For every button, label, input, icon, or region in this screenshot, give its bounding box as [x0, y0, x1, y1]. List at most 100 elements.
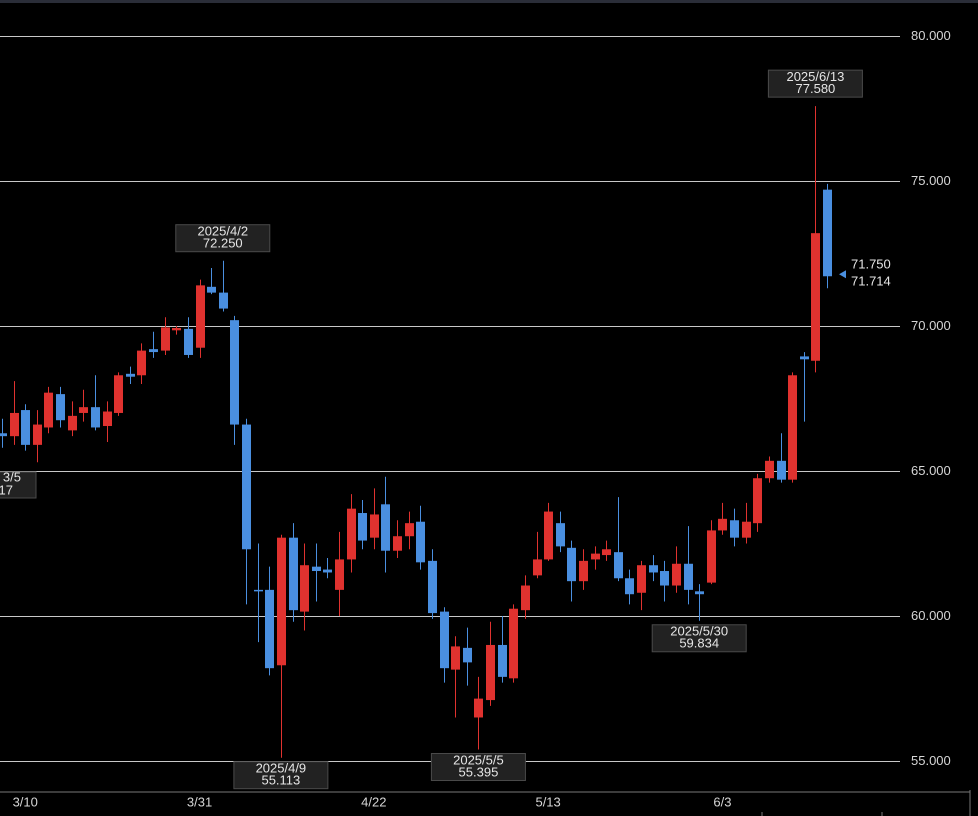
annotation-box: [430, 753, 526, 782]
y-tick-label: 80.000: [911, 28, 951, 43]
y-tick-label: 75.000: [911, 173, 951, 188]
candle-body: [103, 411, 112, 427]
candle-body: [486, 644, 495, 701]
candle-body: [277, 537, 286, 666]
candle-body: [742, 521, 751, 538]
candle-body: [567, 547, 576, 582]
annotation-price: 55.113: [261, 773, 300, 788]
candle-body: [544, 511, 553, 560]
candle-body: [56, 394, 65, 421]
candle-body: [184, 328, 193, 355]
candle-body: [602, 549, 611, 556]
candle-body: [707, 530, 716, 583]
candle-body: [800, 356, 809, 360]
candle-body: [323, 569, 332, 573]
candle-body: [684, 563, 693, 590]
grid: [0, 36, 900, 762]
y-axis: 55.000 60.000 65.000 70.000 75.000 80.000: [911, 28, 951, 768]
candle-body: [730, 520, 739, 538]
y-tick-label: 55.000: [911, 753, 951, 768]
candle-body: [474, 698, 483, 718]
x-tick-label: 3/10: [13, 794, 38, 809]
candle-body: [660, 571, 669, 586]
candle-body: [0, 433, 7, 437]
candle-body: [114, 375, 123, 413]
y-tick-label: 70.000: [911, 318, 951, 333]
candle-body: [405, 523, 414, 537]
candle-body: [440, 611, 449, 669]
candle-body: [416, 521, 425, 563]
annotation-date: 2025/6/13: [786, 69, 844, 84]
candle-body: [672, 563, 681, 586]
candle-body: [509, 608, 518, 679]
candle-body: [637, 565, 646, 593]
candle-body: [149, 349, 158, 353]
candle-body: [695, 591, 704, 595]
candle-body: [172, 327, 181, 331]
candles: [0, 106, 832, 758]
annotation-box: [767, 69, 863, 98]
x-tick-label: 6/3: [713, 794, 731, 809]
annotation-date: 3/5: [3, 469, 21, 484]
candle-body: [126, 373, 135, 377]
candle-body: [765, 460, 774, 479]
candle-body: [358, 513, 367, 541]
candle-body: [219, 292, 228, 309]
candle-body: [753, 478, 762, 524]
candle-body: [614, 552, 623, 579]
annotation-price: 59.834: [679, 636, 719, 651]
candle-body: [289, 537, 298, 611]
candle-body: [265, 589, 274, 669]
annotation-price: 17: [0, 482, 13, 497]
candle-body: [21, 410, 30, 445]
candle-body: [811, 233, 820, 361]
candle-body: [68, 415, 77, 431]
candle-body: [242, 424, 251, 550]
annotation-price: 72.250: [203, 236, 243, 251]
candle-body: [823, 189, 832, 277]
annotation-box: [0, 471, 37, 499]
candle-body: [451, 646, 460, 670]
price-label: 71.750: [851, 257, 891, 272]
candle-body: [777, 460, 786, 480]
candle-body: [463, 647, 472, 663]
candle-body: [300, 565, 309, 612]
candle-body: [79, 407, 88, 413]
price-label: 71.714: [851, 274, 891, 289]
candle-body: [137, 350, 146, 376]
annotation-date: 2025/5/30: [670, 624, 728, 639]
candle-body: [718, 518, 727, 531]
candle-body: [625, 578, 634, 595]
annotation-price: 77.580: [796, 81, 836, 96]
candle-body: [533, 559, 542, 576]
candle-body: [393, 536, 402, 551]
x-tick-label: 3/31: [187, 794, 212, 809]
x-axis: 3/10 3/31 4/22 5/13 6/3: [13, 794, 732, 809]
annotation-price: 55.395: [459, 764, 499, 779]
candle-body: [230, 320, 239, 425]
x-tick-label: 5/13: [535, 794, 560, 809]
candle-body: [498, 644, 507, 677]
candle-body: [788, 375, 797, 480]
candle-body: [10, 412, 19, 437]
annotation-box: [233, 761, 329, 790]
annotation-date: 2025/4/9: [256, 761, 307, 776]
annotation-date: 2025/4/2: [197, 224, 248, 239]
candle-body: [196, 285, 205, 348]
candle-body: [381, 504, 390, 551]
candle-body: [649, 565, 658, 573]
candle-body: [591, 553, 600, 560]
candle-body: [428, 560, 437, 614]
candle-body: [254, 589, 263, 592]
candle-body: [207, 286, 216, 293]
candle-body: [579, 560, 588, 582]
y-tick-label: 60.000: [911, 608, 951, 623]
candle-body: [33, 424, 42, 445]
y-tick-label: 65.000: [911, 463, 951, 478]
top-border: [0, 0, 978, 3]
candle-body: [44, 392, 53, 428]
candle-body: [335, 559, 344, 590]
price-marker: [839, 270, 846, 279]
